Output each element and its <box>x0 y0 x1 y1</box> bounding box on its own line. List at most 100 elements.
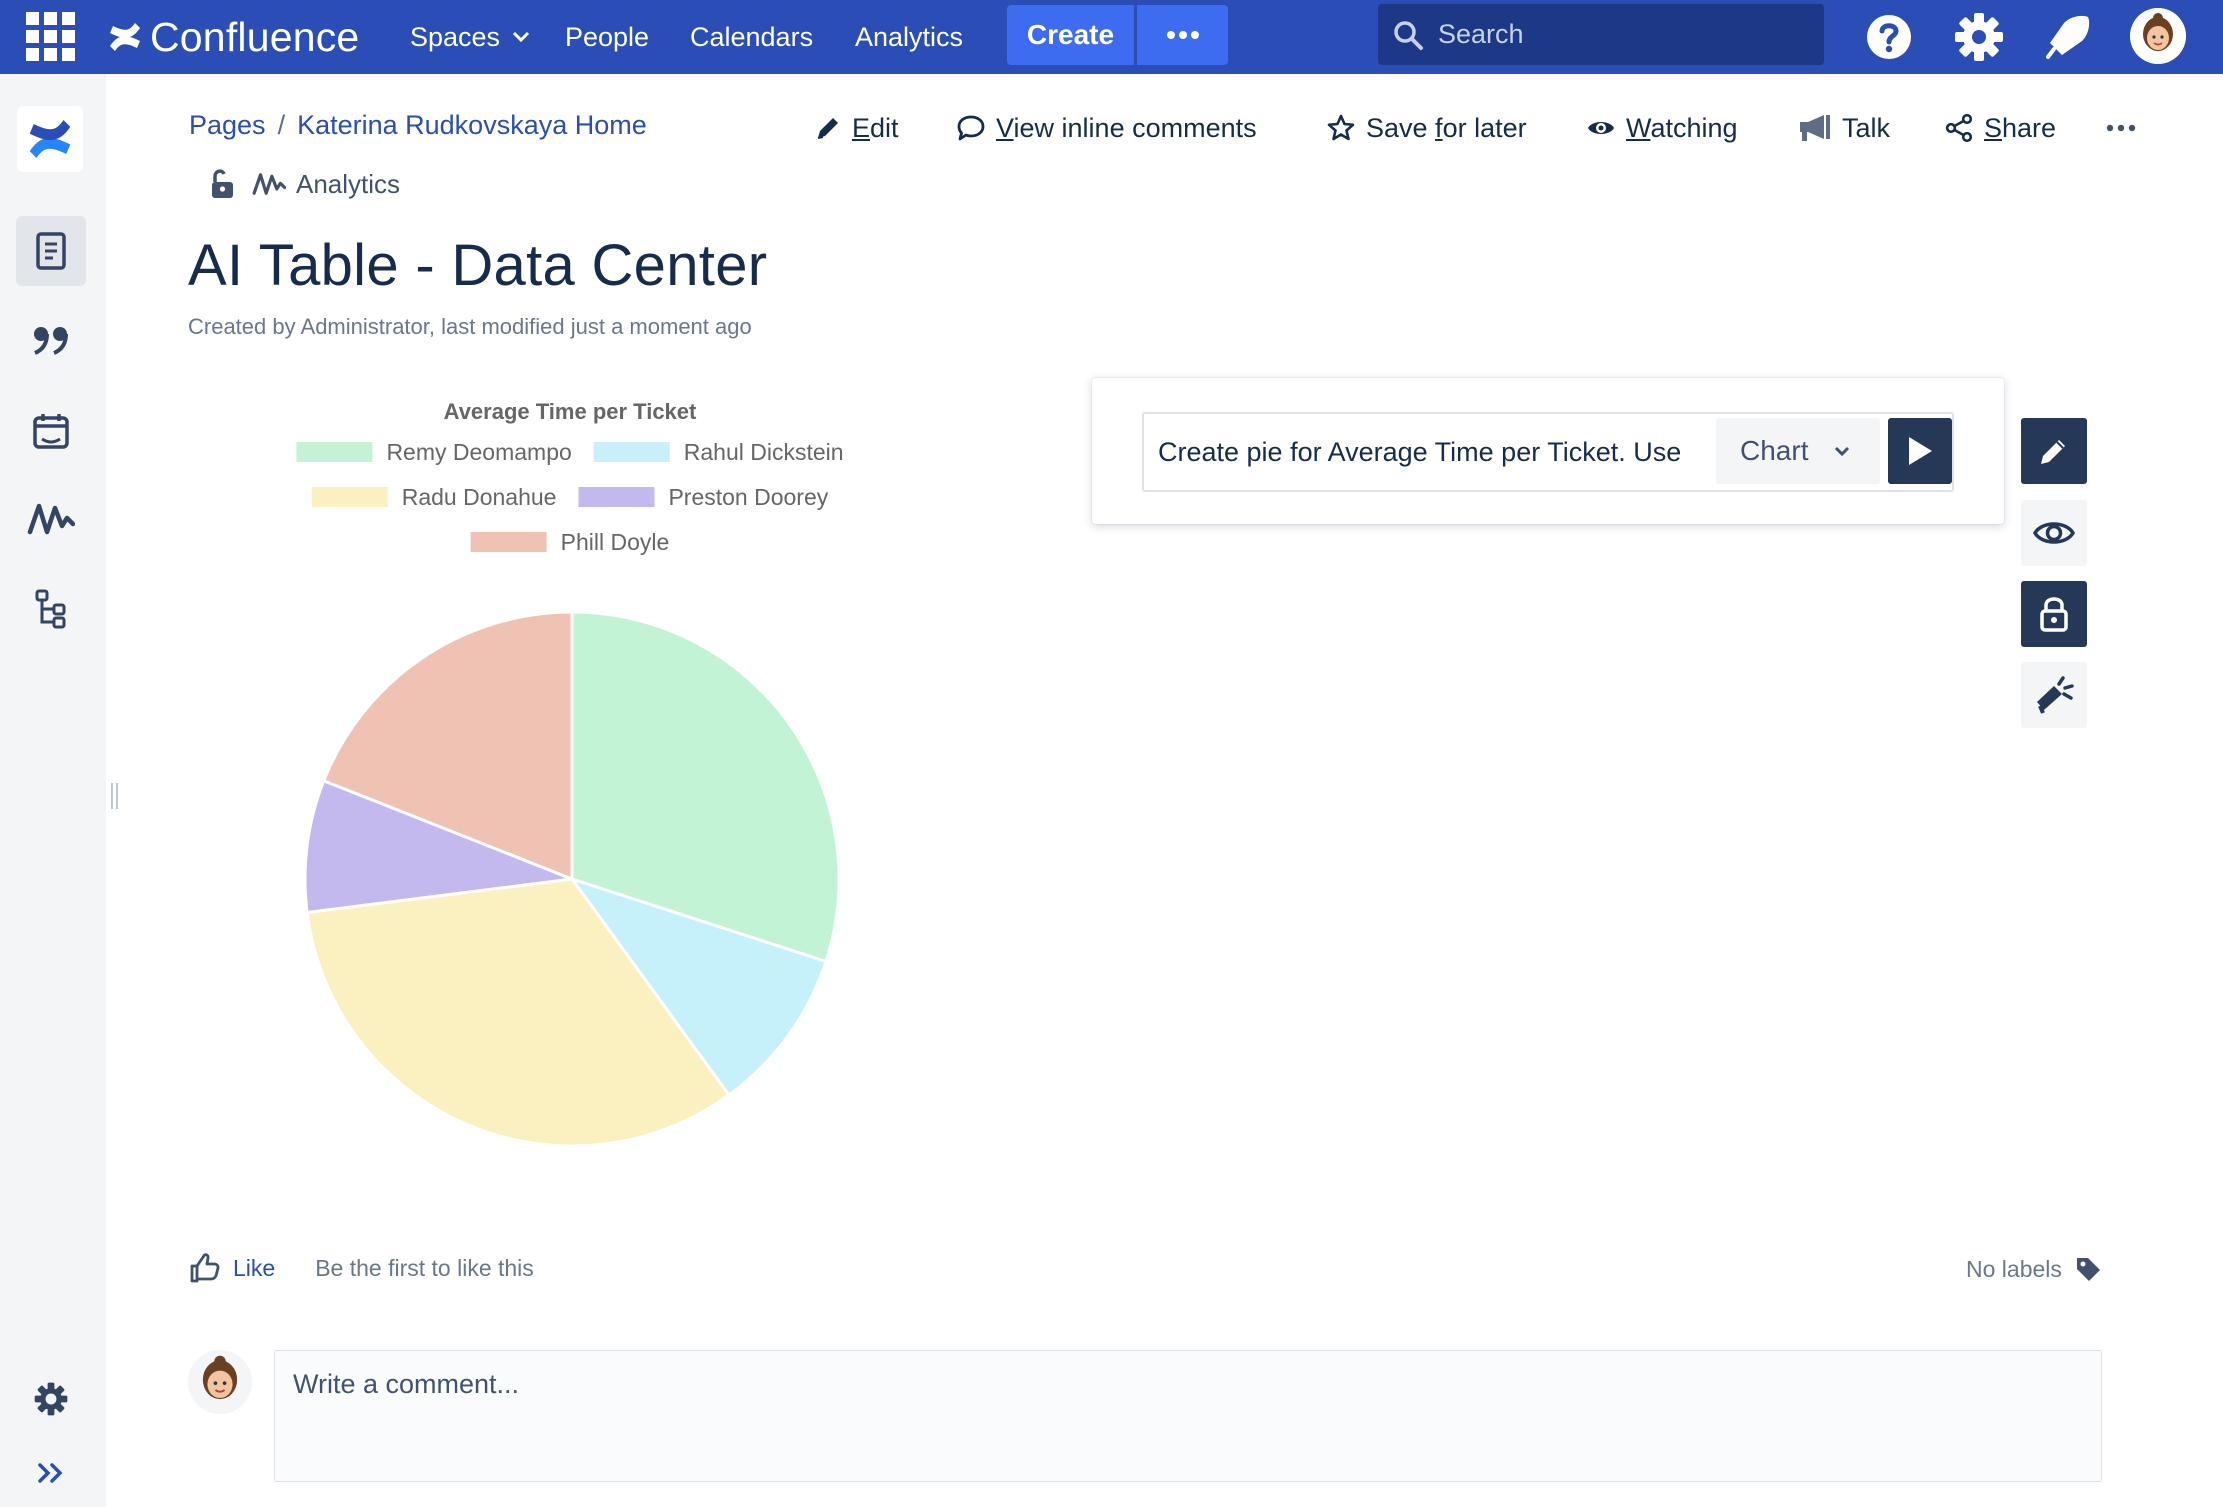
chevron-down-icon <box>513 31 530 43</box>
talk-label: Talk <box>1842 112 1891 143</box>
nav-people[interactable]: People <box>565 21 650 52</box>
edit-icon <box>2041 440 2065 464</box>
sidebar-calendar[interactable] <box>16 396 86 466</box>
nav-spaces[interactable]: Spaces <box>410 0 530 74</box>
watching-label: Watching <box>1626 112 1738 143</box>
chart-title: Average Time per Ticket <box>444 399 697 424</box>
lock-icon <box>2040 597 2068 632</box>
like-button[interactable]: Like <box>189 1252 275 1284</box>
save-for-later-button[interactable]: Save for later <box>1326 108 1527 148</box>
confluence-brand[interactable]: Confluence <box>108 8 359 66</box>
nav-analytics[interactable]: Analytics <box>855 21 964 52</box>
nav-calendars[interactable]: Calendars <box>690 21 814 52</box>
breadcrumb-pages[interactable]: Pages <box>189 110 266 140</box>
create-more-button[interactable] <box>1137 5 1228 65</box>
analytics-icon <box>252 173 286 195</box>
expand-icon <box>38 1463 63 1483</box>
legend-item-radu-donahue[interactable]: Radu Donahue <box>311 484 557 510</box>
search-placeholder: Search <box>1438 19 1524 49</box>
notifications-icon[interactable] <box>2041 10 2095 64</box>
sidebar-expand[interactable] <box>16 1438 86 1507</box>
pie-slice-phill-doyle[interactable] <box>322 610 574 881</box>
edit-button[interactable]: Edit <box>814 108 899 148</box>
talk-button[interactable]: Talk <box>1798 108 1890 148</box>
chart-legend: Remy Deomampo Rahul Dickstein Radu Donahue… <box>296 439 844 555</box>
save-for-later-label: Save for later <box>1366 112 1527 143</box>
tool-edit-button[interactable] <box>2021 418 2087 484</box>
legend-label: Phill Doyle <box>561 529 670 555</box>
settings-gear-icon[interactable] <box>1952 10 2006 64</box>
more-actions-button[interactable] <box>2106 108 2136 148</box>
search-input[interactable]: Search <box>1378 4 1824 65</box>
legend-label: Preston Doorey <box>668 484 828 510</box>
breadcrumb: Pages / Katerina Rudkovskaya Home <box>189 110 647 141</box>
unlock-icon[interactable] <box>208 168 236 200</box>
nav-spaces-label: Spaces <box>410 21 501 52</box>
user-avatar[interactable] <box>2130 8 2186 64</box>
ai-mode-select[interactable]: Chart <box>1716 418 1880 484</box>
legend-swatch <box>578 487 655 507</box>
legend-swatch <box>296 442 373 462</box>
tag-icon[interactable] <box>2074 1255 2102 1283</box>
comment-placeholder: Write a comment... <box>293 1369 520 1399</box>
watching-button[interactable]: Watching <box>1586 108 1738 148</box>
like-row: Like Be the first to like this <box>189 1248 534 1288</box>
space-logo[interactable] <box>17 106 83 172</box>
legend-item-rahul-dickstein[interactable]: Rahul Dickstein <box>593 439 844 465</box>
like-hint: Be the first to like this <box>315 1254 534 1281</box>
view-inline-comments-label: View inline comments <box>996 112 1257 143</box>
share-button[interactable]: Share <box>1944 108 2056 148</box>
breadcrumb-parent[interactable]: Katerina Rudkovskaya Home <box>297 110 647 140</box>
ai-prompt-field: Create pie for Average Time per Ticket. … <box>1142 412 1954 492</box>
page-analytics-link[interactable]: Analytics <box>252 169 400 200</box>
pie-slice-radu-donahue[interactable] <box>305 877 731 1148</box>
page-meta-row: Analytics <box>208 168 400 200</box>
pie-slice-remy-deomampo[interactable] <box>570 610 841 964</box>
comment-bubble-icon <box>957 115 985 141</box>
help-icon[interactable] <box>1862 10 1916 64</box>
sidebar-resize-handle[interactable] <box>110 783 120 809</box>
labels-row: No labels <box>1966 1250 2102 1288</box>
sidebar-page-tree[interactable] <box>16 574 86 644</box>
left-sidebar <box>0 74 106 1507</box>
ai-prompt-input[interactable]: Create pie for Average Time per Ticket. … <box>1158 437 1682 467</box>
tool-lock-button[interactable] <box>2021 581 2087 647</box>
page-analytics-label: Analytics <box>296 168 401 199</box>
view-inline-comments-button[interactable]: View inline comments <box>956 108 1257 148</box>
comment-input[interactable]: Write a comment... <box>274 1350 2102 1482</box>
create-button[interactable]: Create <box>1007 5 1134 65</box>
tool-preview-button[interactable] <box>2021 500 2087 566</box>
legend-item-preston-doorey[interactable]: Preston Doorey <box>578 484 829 510</box>
pages-icon <box>36 232 66 270</box>
share-icon <box>1945 113 1973 143</box>
tool-announce-button[interactable] <box>2021 662 2087 728</box>
ai-prompt-panel: Create pie for Average Time per Ticket. … <box>1092 378 2004 524</box>
pie-slice-preston-doorey[interactable] <box>303 779 574 914</box>
ai-run-button[interactable] <box>1888 418 1952 484</box>
confluence-logo-icon <box>29 120 71 158</box>
edit-label: Edit <box>852 112 899 143</box>
sidebar-blog[interactable] <box>16 305 86 375</box>
brand-name: Confluence <box>150 13 360 60</box>
legend-swatch <box>470 532 547 552</box>
blog-quote-icon <box>34 327 68 355</box>
page-byline: Created by Administrator, last modified … <box>188 314 752 339</box>
search-icon <box>1394 20 1423 50</box>
more-horizontal-icon <box>1166 31 1199 39</box>
like-label: Like <box>233 1254 276 1281</box>
more-horizontal-icon <box>2106 124 2136 132</box>
legend-item-phill-doyle[interactable]: Phill Doyle <box>470 529 670 555</box>
megaphone-icon <box>2037 676 2074 714</box>
pie-slice-rahul-dickstein[interactable] <box>570 877 828 1097</box>
legend-swatch <box>593 442 670 462</box>
star-icon <box>1327 114 1355 141</box>
gear-icon <box>34 1382 68 1416</box>
page-title: AI Table - Data Center <box>188 233 768 298</box>
app-switcher-icon[interactable] <box>24 10 78 64</box>
legend-label: Radu Donahue <box>402 484 557 510</box>
sidebar-analytics[interactable] <box>16 484 86 554</box>
sidebar-pages[interactable] <box>16 216 86 286</box>
sidebar-settings[interactable] <box>16 1364 86 1434</box>
legend-item-remy-deomampo[interactable]: Remy Deomampo <box>296 439 572 465</box>
top-navigation-bar: Confluence Spaces People Calendars Analy… <box>0 0 2223 74</box>
